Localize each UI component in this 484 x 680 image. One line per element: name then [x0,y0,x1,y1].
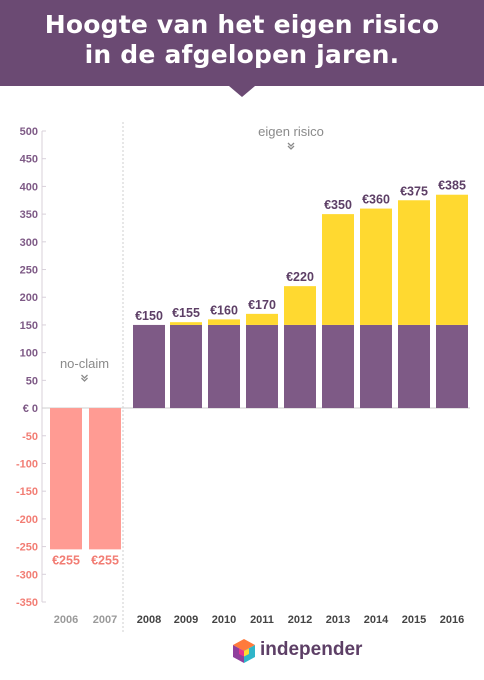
x-tick-label: 2010 [212,614,236,626]
y-tick-label: 400 [20,181,38,193]
brand-name: independer [260,639,363,660]
eigen-risico-bar [436,194,468,325]
eigen-risico-bar [246,313,278,325]
x-tick-label: 2008 [137,614,161,626]
bar-value-label: €360 [362,193,390,207]
eigen-risico-bar [398,200,430,325]
bar-value-label: €160 [210,303,238,317]
eigen-risico-bar [208,319,240,325]
eigen-risico-annotation: eigen risico [258,124,324,139]
y-tick-label: 200 [20,292,38,304]
no-claim-bar [50,408,82,550]
base-risico-bar [398,324,430,409]
bar-value-label: €155 [172,306,200,320]
base-risico-bar [360,324,392,409]
base-risico-bar [436,324,468,409]
page-title: Hoogte van het eigen risico in de afgelo… [0,10,484,70]
bar-value-label: €350 [324,198,352,212]
y-tick-label: 500 [20,126,38,138]
header-pointer [229,86,255,97]
base-risico-bar [322,324,354,409]
eigen-risico-bar [170,322,202,325]
chevron-down-icon [81,374,88,382]
no-claim-bar [89,408,121,550]
y-tick-label: 50 [26,375,38,387]
no-claim-annotation: no-claim [60,356,109,371]
base-risico-bar [246,324,278,409]
x-tick-label: 2012 [288,614,312,626]
x-tick-label: 2009 [174,614,198,626]
y-tick-label: 100 [20,348,38,360]
y-tick-label: -350 [16,597,38,609]
bar-value-label: €375 [400,184,428,198]
bar-value-label: €220 [286,270,314,284]
brand-logo[interactable]: independer [231,638,362,666]
x-tick-label: 2011 [250,614,274,626]
independer-cube-logo-icon [233,639,255,663]
y-tick-label: -250 [16,542,38,554]
base-risico-bar [170,324,202,409]
bar-value-label: €170 [248,298,276,312]
header-banner: Hoogte van het eigen risico in de afgelo… [0,0,484,97]
x-tick-label: 2006 [54,614,78,626]
y-tick-label: -100 [16,458,38,470]
chevron-down-icon [287,142,295,150]
title-line-1: Hoogte van het eigen risico [44,10,440,39]
eigen-risico-bar [322,214,354,325]
base-risico-bar [133,324,165,409]
x-tick-label: 2016 [440,614,464,626]
y-tick-label: -50 [22,431,38,443]
x-tick-label: 2007 [93,614,117,626]
base-risico-bar [284,324,316,409]
y-tick-label: 350 [20,209,38,221]
eigen-risico-bar [360,208,392,325]
y-tick-label: 150 [20,320,38,332]
x-tick-label: 2014 [364,614,389,626]
y-tick-label: 450 [20,154,38,166]
x-tick-label: 2013 [326,614,350,626]
y-tick-label: € 0 [23,403,38,415]
bar-value-label: €150 [135,309,163,323]
y-tick-label: -200 [16,514,38,526]
eigen-risico-bar [284,286,316,325]
title-line-2: in de afgelopen jaren. [84,40,400,69]
bar-value-label: €385 [438,179,466,193]
y-tick-label: -300 [16,569,38,581]
y-tick-label: 250 [20,265,38,277]
base-risico-bar [208,324,240,409]
y-tick-label: -150 [16,486,38,498]
y-tick-label: 300 [20,237,38,249]
bar-value-label: €255 [52,553,80,567]
x-tick-label: 2015 [402,614,426,626]
bar-value-label: €255 [91,553,119,567]
